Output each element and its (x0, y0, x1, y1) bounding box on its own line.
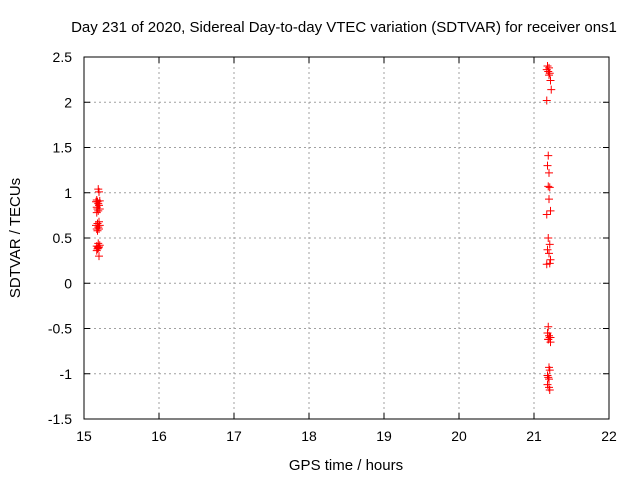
data-point (545, 63, 553, 72)
data-point (546, 76, 555, 85)
y-tick-label: 0.5 (53, 230, 73, 246)
data-point (543, 161, 552, 170)
data-point (95, 224, 103, 233)
data-point (545, 331, 553, 340)
data-point (544, 67, 553, 76)
data-point (545, 71, 553, 80)
data-point (93, 226, 102, 235)
y-tick-label: 1 (64, 185, 72, 201)
data-point (545, 69, 554, 78)
x-axis-label: GPS time / hours (289, 457, 403, 474)
data-point (544, 234, 553, 242)
data-point (92, 246, 101, 255)
data-point (94, 206, 103, 215)
x-tick-label: 18 (301, 428, 317, 444)
y-tick-label: 0 (64, 275, 72, 291)
y-tick-label: -1.5 (48, 411, 72, 427)
y-tick-label: -1 (60, 366, 73, 382)
y-tick-label: 2.5 (53, 49, 73, 65)
data-point (545, 183, 554, 192)
data-point (545, 195, 553, 204)
data-point (94, 243, 103, 252)
data-point (543, 245, 552, 254)
data-points (92, 62, 556, 395)
data-point (543, 62, 552, 71)
data-point (95, 252, 103, 261)
data-point (543, 371, 552, 380)
data-point (544, 151, 553, 160)
chart-title: Day 231 of 2020, Sidereal Day-to-day VTE… (71, 19, 617, 36)
data-point (545, 375, 553, 384)
y-tick-label: 2 (64, 94, 72, 110)
data-point (546, 333, 555, 342)
y-axis-label: SDTVAR / TECUs (7, 178, 24, 298)
data-point (92, 208, 101, 217)
data-point (93, 244, 102, 253)
data-point (545, 249, 553, 258)
data-point (546, 255, 555, 264)
data-point (545, 386, 554, 395)
x-tick-label: 15 (76, 428, 92, 444)
data-point (545, 168, 553, 177)
data-point (95, 187, 103, 196)
axis-ticks: 15 16 17 18 19 20 21 22 -1.5 -1 -0.5 0 0.5 1 1.5 2 2.5 (48, 49, 617, 444)
data-point (544, 322, 553, 331)
data-point (94, 223, 103, 232)
data-point (93, 219, 102, 228)
x-tick-label: 19 (376, 428, 392, 444)
data-point (542, 96, 551, 105)
x-tick-label: 22 (601, 428, 617, 444)
data-point (547, 85, 556, 94)
x-tick-label: 20 (451, 428, 467, 444)
grid-lines (84, 57, 609, 419)
data-point (544, 182, 553, 191)
data-point (544, 373, 553, 382)
data-point (94, 199, 103, 208)
data-point (545, 366, 554, 375)
y-tick-label: -0.5 (48, 321, 72, 337)
data-point (545, 240, 554, 249)
data-point (546, 206, 555, 215)
x-tick-label: 21 (526, 428, 542, 444)
x-tick-label: 16 (151, 428, 167, 444)
y-tick-label: 1.5 (53, 140, 73, 156)
data-point (542, 260, 551, 269)
x-tick-label: 17 (226, 428, 242, 444)
data-point (542, 210, 551, 219)
